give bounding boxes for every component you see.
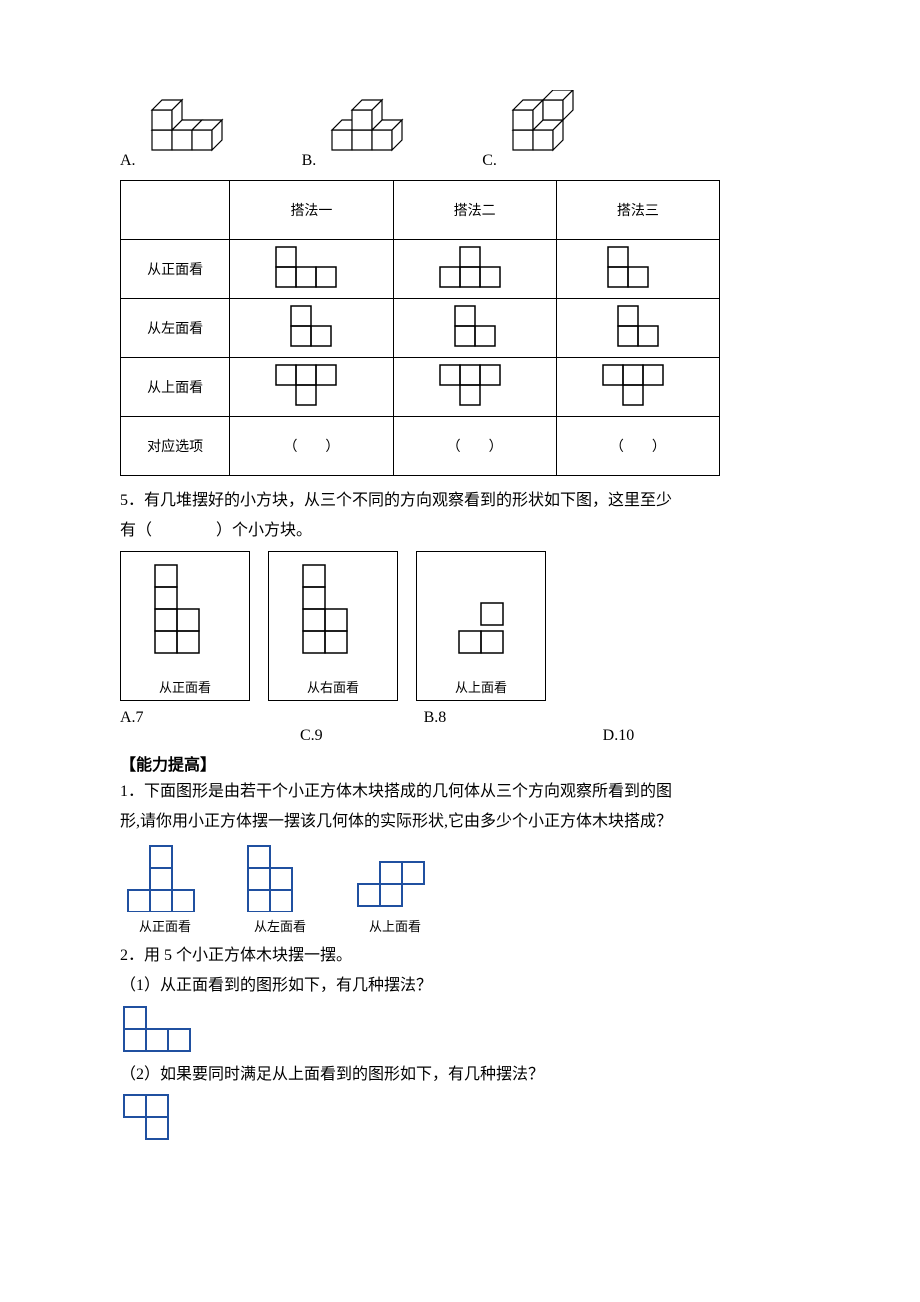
q5-opt-a: A.7	[120, 709, 144, 727]
row-top-label: 从上面看	[121, 358, 230, 417]
option-a: A.	[120, 90, 272, 170]
q5-line1: 5．有几堆摆好的小方块，从三个不同的方向观察看到的形状如下图，这里至少	[120, 488, 800, 514]
q5-opts-row2: C.9 D.10	[300, 727, 800, 745]
th-1: 搭法一	[230, 181, 393, 240]
q5-view-right: 从右面看	[268, 551, 398, 701]
adv-q1-l2: 形,请你用小正方体摆一摆该几何体的实际形状,它由多少个小正方体木块搭成？	[120, 809, 800, 835]
row-left-label: 从左面看	[121, 299, 230, 358]
option-c-label: C.	[482, 152, 497, 170]
cube-figure-c	[503, 90, 633, 170]
th-2: 搭法二	[393, 181, 556, 240]
q5-view-front: 从正面看	[120, 551, 250, 701]
option-b: B.	[302, 90, 453, 170]
option-c: C.	[482, 90, 633, 170]
q5-opts-row1: A.7 B.8	[120, 709, 800, 727]
th-blank	[121, 181, 230, 240]
adv-q1-front: 从正面看	[120, 842, 210, 935]
answer-1: （ ）	[230, 417, 393, 476]
cell-3-1	[230, 358, 393, 417]
cube-figure-a	[142, 90, 272, 170]
q5-front-label: 从正面看	[159, 677, 211, 696]
cell-1-1	[230, 240, 393, 299]
adv-q2-l2: （1）从正面看到的图形如下，有几种摆法？	[120, 973, 800, 999]
adv-q1-top-label: 从上面看	[350, 916, 440, 935]
q5-top-label: 从上面看	[455, 677, 507, 696]
q5-views: 从正面看 从右面看 从上面看	[120, 551, 800, 701]
option-row-abc: A. B. C.	[120, 90, 800, 170]
cell-2-1	[230, 299, 393, 358]
adv-q1-left-label: 从左面看	[240, 916, 320, 935]
cell-2-2	[393, 299, 556, 358]
th-3: 搭法三	[556, 181, 719, 240]
adv-q1-left: 从左面看	[240, 842, 320, 935]
adv-q1-top: 从上面看	[350, 842, 440, 935]
q5-view-top: 从上面看	[416, 551, 546, 701]
section-header: 【能力提高】	[120, 751, 800, 775]
cell-3-3	[556, 358, 719, 417]
cell-1-2	[393, 240, 556, 299]
adv-q2-l1: 2．用 5 个小正方体木块摆一摆。	[120, 943, 800, 969]
q5-right-label: 从右面看	[307, 677, 359, 696]
option-b-label: B.	[302, 152, 317, 170]
adv-q1-front-label: 从正面看	[120, 916, 210, 935]
adv-q1-views: 从正面看 从左面看 从上面看	[120, 842, 800, 935]
answer-2: （ ）	[393, 417, 556, 476]
q5-line2: 有（ ）个小方块。	[120, 518, 800, 544]
adv-q2-l3: （2）如果要同时满足从上面看到的图形如下，有几种摆法？	[120, 1062, 800, 1088]
adv-q2-fig2	[120, 1091, 800, 1146]
adv-q2-fig1	[120, 1003, 800, 1058]
q5-opt-c: C.9	[300, 727, 323, 745]
cell-3-2	[393, 358, 556, 417]
cube-figure-b	[322, 90, 452, 170]
cell-1-3	[556, 240, 719, 299]
q5-opt-d: D.10	[603, 727, 635, 745]
adv-q1-l1: 1．下面图形是由若干个小正方体木块搭成的几何体从三个方向观察所看到的图	[120, 779, 800, 805]
q5-opt-b: B.8	[424, 709, 447, 727]
answer-3: （ ）	[556, 417, 719, 476]
row-front-label: 从正面看	[121, 240, 230, 299]
cell-2-3	[556, 299, 719, 358]
option-a-label: A.	[120, 152, 136, 170]
row-answer-label: 对应选项	[121, 417, 230, 476]
views-table: 搭法一 搭法二 搭法三 从正面看 从左面看 从上面看 对应选项 （ ） （ ） …	[120, 180, 720, 476]
